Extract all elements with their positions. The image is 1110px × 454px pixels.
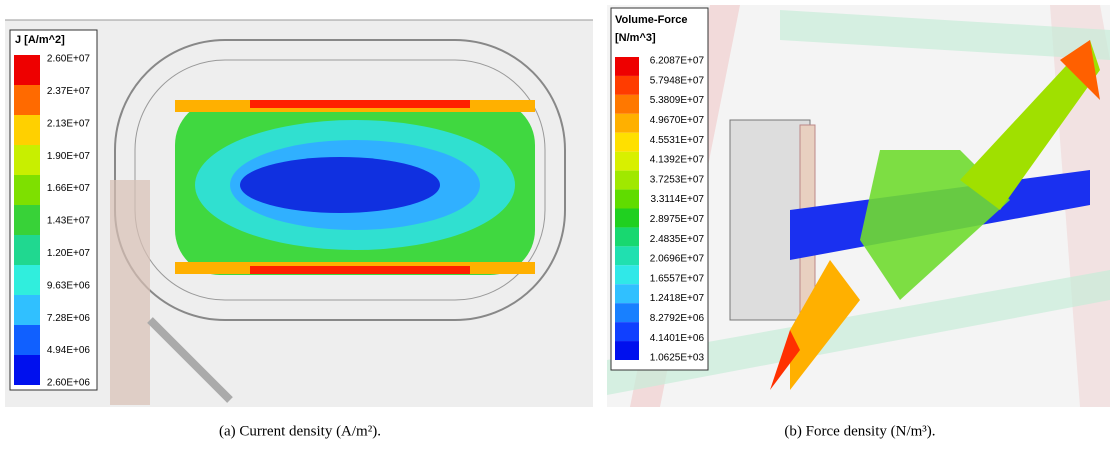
legend-label: 2.60E+06 xyxy=(47,378,91,389)
legend-label: 5.7948E+07 xyxy=(650,75,705,86)
legend-swatch xyxy=(14,115,40,145)
legend-swatch xyxy=(615,265,639,284)
legend-swatch xyxy=(615,76,639,95)
legend-swatch xyxy=(615,303,639,322)
legend-label: 3.3114E+07 xyxy=(651,194,705,205)
legend-swatch xyxy=(615,284,639,303)
legend-label: 6.2087E+07 xyxy=(650,56,705,67)
legend-label: 4.1392E+07 xyxy=(650,155,705,166)
legend-label: 2.60E+07 xyxy=(47,54,91,65)
legend-swatch xyxy=(14,325,40,355)
legend-subtitle: [N/m^3] xyxy=(615,32,656,44)
legend-swatch xyxy=(14,85,40,115)
legend-label: 2.37E+07 xyxy=(47,86,91,97)
legend-label: 7.28E+06 xyxy=(47,313,91,324)
legend-label: 1.2418E+07 xyxy=(650,293,705,304)
legend-label: 1.6557E+07 xyxy=(650,273,705,284)
legend-label: 2.13E+07 xyxy=(47,118,91,129)
legend-swatch xyxy=(615,133,639,152)
legend-swatch xyxy=(615,227,639,246)
legend-label: 4.1401E+06 xyxy=(650,333,705,344)
legend-label: 2.8975E+07 xyxy=(650,214,705,225)
legend-swatch xyxy=(615,171,639,190)
legend-label: 2.0696E+07 xyxy=(650,254,705,265)
legend-swatch xyxy=(14,55,40,85)
legend-swatch xyxy=(14,145,40,175)
legend-swatch xyxy=(615,209,639,228)
legend-label: 2.4835E+07 xyxy=(650,234,705,245)
legend-label: 8.2792E+06 xyxy=(650,313,705,324)
legend-title: J [A/m^2] xyxy=(15,34,65,46)
legend-label: 1.90E+07 xyxy=(47,151,91,162)
legend-swatch xyxy=(615,341,639,360)
legend-swatch xyxy=(14,235,40,265)
legend-label: 3.7253E+07 xyxy=(650,174,705,185)
legend-label: 1.0625E+03 xyxy=(650,353,705,364)
legend-label: 4.5531E+07 xyxy=(650,135,705,146)
legend-swatch xyxy=(615,114,639,133)
legend-swatch xyxy=(14,355,40,385)
legend-label: 1.43E+07 xyxy=(47,216,91,227)
legend-label: 4.94E+06 xyxy=(47,345,91,356)
legend-title: Volume-Force xyxy=(615,14,688,26)
caption: (a) Current density (A/m²). xyxy=(219,423,381,439)
legend-swatch xyxy=(615,95,639,114)
legend-swatch xyxy=(14,265,40,295)
legend-swatch xyxy=(615,152,639,171)
legend-swatch xyxy=(615,246,639,265)
legend-swatch xyxy=(615,190,639,209)
legend-label: 4.9670E+07 xyxy=(650,115,705,126)
legend-swatch xyxy=(14,295,40,325)
legend-label: 9.63E+06 xyxy=(47,280,91,291)
legend-swatch xyxy=(615,57,639,76)
figure: J [A/m^2] Volume-Force [N/m^3] (a) Curre… xyxy=(0,0,1110,449)
legend-swatch xyxy=(615,322,639,341)
legend-label: 1.66E+07 xyxy=(47,183,91,194)
legend-swatch xyxy=(14,175,40,205)
legend-label: 5.3809E+07 xyxy=(650,95,705,106)
caption: (b) Force density (N/m³). xyxy=(784,423,935,439)
legend-label: 1.20E+07 xyxy=(47,248,91,259)
legend-swatch xyxy=(14,205,40,235)
